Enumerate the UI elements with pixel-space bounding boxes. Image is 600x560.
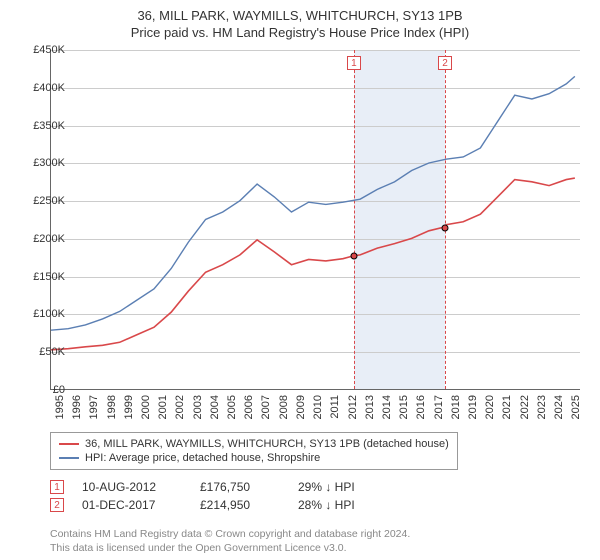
title-subtitle: Price paid vs. HM Land Registry's House …	[0, 25, 600, 40]
x-tick-label: 2016	[415, 395, 427, 419]
x-tick-label: 2005	[226, 395, 238, 419]
x-tick-label: 2024	[553, 395, 565, 419]
legend-item: HPI: Average price, detached house, Shro…	[59, 451, 449, 465]
x-tick-label: 2022	[519, 395, 531, 419]
x-tick-label: 2023	[536, 395, 548, 419]
legend-swatch	[59, 457, 79, 459]
x-tick-label: 2012	[347, 395, 359, 419]
x-tick-label: 1996	[71, 395, 83, 419]
row-delta: 29% ↓ HPI	[298, 480, 355, 494]
x-tick-label: 2019	[467, 395, 479, 419]
x-tick-label: 2006	[243, 395, 255, 419]
y-tick-label: £350K	[20, 120, 65, 132]
legend-label: HPI: Average price, detached house, Shro…	[85, 452, 320, 464]
row-delta: 28% ↓ HPI	[298, 498, 355, 512]
y-tick-label: £150K	[20, 271, 65, 283]
footer-line1: Contains HM Land Registry data © Crown c…	[50, 528, 410, 542]
series-hpi	[51, 50, 580, 389]
x-tick-label: 2004	[209, 395, 221, 419]
footer-line2: This data is licensed under the Open Gov…	[50, 542, 410, 556]
title-address: 36, MILL PARK, WAYMILLS, WHITCHURCH, SY1…	[0, 8, 600, 23]
x-tick-label: 2014	[381, 395, 393, 419]
y-tick-label: £200K	[20, 233, 65, 245]
sales-table: 1 10-AUG-2012 £176,750 29% ↓ HPI 2 01-DE…	[50, 478, 355, 514]
legend-label: 36, MILL PARK, WAYMILLS, WHITCHURCH, SY1…	[85, 438, 449, 450]
sale-point	[442, 224, 449, 231]
x-tick-label: 2010	[312, 395, 324, 419]
x-tick-label: 2015	[398, 395, 410, 419]
x-tick-label: 1997	[88, 395, 100, 419]
chart-container: 36, MILL PARK, WAYMILLS, WHITCHURCH, SY1…	[0, 0, 600, 560]
x-tick-label: 1995	[54, 395, 66, 419]
x-tick-label: 2025	[570, 395, 582, 419]
y-tick-label: £300K	[20, 157, 65, 169]
y-tick-label: £400K	[20, 82, 65, 94]
x-tick-label: 2008	[278, 395, 290, 419]
title-block: 36, MILL PARK, WAYMILLS, WHITCHURCH, SY1…	[0, 0, 600, 44]
x-tick-label: 2017	[433, 395, 445, 419]
legend-item: 36, MILL PARK, WAYMILLS, WHITCHURCH, SY1…	[59, 437, 449, 451]
chart-area: 12	[50, 50, 580, 390]
y-tick-label: £100K	[20, 308, 65, 320]
legend-swatch	[59, 443, 79, 445]
row-date: 01-DEC-2017	[82, 498, 182, 512]
y-tick-label: £250K	[20, 195, 65, 207]
x-tick-label: 2000	[140, 395, 152, 419]
x-tick-label: 2007	[260, 395, 272, 419]
x-tick-label: 2011	[329, 395, 341, 419]
row-marker: 1	[50, 480, 64, 494]
row-price: £214,950	[200, 498, 280, 512]
x-tick-label: 1999	[123, 395, 135, 419]
footer: Contains HM Land Registry data © Crown c…	[50, 528, 410, 555]
x-tick-label: 2018	[450, 395, 462, 419]
x-tick-label: 2001	[157, 395, 169, 419]
x-tick-label: 1998	[106, 395, 118, 419]
y-tick-label: £50K	[20, 346, 65, 358]
sale-point	[350, 253, 357, 260]
table-row: 1 10-AUG-2012 £176,750 29% ↓ HPI	[50, 478, 355, 496]
x-tick-label: 2009	[295, 395, 307, 419]
x-tick-label: 2020	[484, 395, 496, 419]
row-marker: 2	[50, 498, 64, 512]
table-row: 2 01-DEC-2017 £214,950 28% ↓ HPI	[50, 496, 355, 514]
y-tick-label: £450K	[20, 44, 65, 56]
row-price: £176,750	[200, 480, 280, 494]
x-tick-label: 2003	[192, 395, 204, 419]
x-tick-label: 2002	[174, 395, 186, 419]
legend: 36, MILL PARK, WAYMILLS, WHITCHURCH, SY1…	[50, 432, 458, 470]
row-date: 10-AUG-2012	[82, 480, 182, 494]
x-tick-label: 2013	[364, 395, 376, 419]
x-tick-label: 2021	[501, 395, 513, 419]
